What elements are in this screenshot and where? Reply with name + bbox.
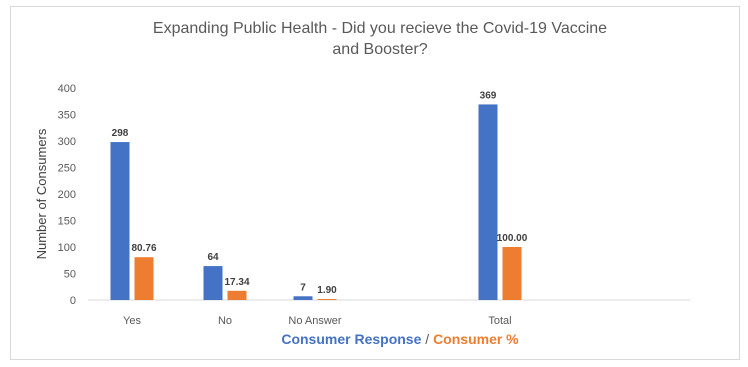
chart-title: Expanding Public Health - Did you reciev… [60, 18, 700, 60]
data-label: 1.90 [317, 285, 337, 296]
y-tick-label: 250 [58, 163, 76, 175]
data-label: 7 [300, 282, 306, 293]
bar-no-answer-s2 [317, 298, 337, 300]
x-tick-label: Total [488, 315, 511, 327]
y-axis-label: Number of Consumers [34, 128, 49, 259]
data-label: 64 [207, 252, 219, 263]
chart-frame [10, 6, 740, 360]
x-tick-label: No Answer [288, 315, 342, 327]
bar-yes-s2 [134, 257, 154, 300]
y-tick-label: 350 [58, 110, 76, 122]
data-label: 100.00 [497, 233, 528, 244]
data-label: 80.76 [131, 243, 156, 254]
y-tick-label: 300 [58, 136, 76, 148]
bar-no-answer-s1 [293, 296, 313, 300]
y-tick-label: 50 [64, 269, 76, 281]
x-axis-ticks: Yes No No Answer Total [123, 315, 512, 327]
y-tick-label: 400 [58, 83, 76, 95]
y-tick-label: 150 [58, 216, 76, 228]
bar-yes-s1 [110, 142, 130, 300]
data-label: 298 [112, 128, 129, 139]
x-axis-title-series1: Consumer Response [281, 331, 422, 347]
y-tick-label: 200 [58, 189, 76, 201]
bar-no-s2 [227, 290, 247, 300]
y-tick-label: 0 [70, 295, 76, 307]
bars [110, 104, 522, 301]
y-axis-ticks: 0 50 100 150 200 250 300 350 400 [58, 83, 76, 307]
chart-title-line2: and Booster? [332, 41, 428, 58]
x-axis-title-separator: / [421, 331, 434, 347]
bar-total-s2 [502, 247, 522, 300]
bar-no-s1 [203, 266, 223, 300]
x-axis-title-series2: Consumer % [433, 331, 519, 347]
chart-title-line1: Expanding Public Health - Did you reciev… [152, 20, 608, 37]
x-axis-title: Consumer Response / Consumer % [200, 331, 600, 347]
x-tick-label: Yes [123, 315, 141, 327]
y-tick-label: 100 [58, 242, 76, 254]
bar-total-s1 [478, 104, 498, 301]
data-label: 17.34 [224, 277, 249, 288]
data-labels: 298 64 7 369 80.76 17.34 1.90 100.00 [112, 90, 528, 296]
data-label: 369 [480, 90, 497, 101]
x-tick-label: No [218, 315, 232, 327]
